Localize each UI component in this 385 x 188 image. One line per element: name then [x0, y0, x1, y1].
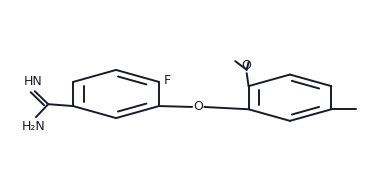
Text: methoxy: methoxy [250, 60, 256, 61]
Text: F: F [164, 74, 171, 87]
Text: methoxy: methoxy [249, 60, 255, 61]
Text: H₂N: H₂N [22, 121, 46, 133]
Text: O: O [242, 59, 252, 72]
Text: HN: HN [23, 75, 42, 88]
Text: O: O [193, 100, 203, 114]
